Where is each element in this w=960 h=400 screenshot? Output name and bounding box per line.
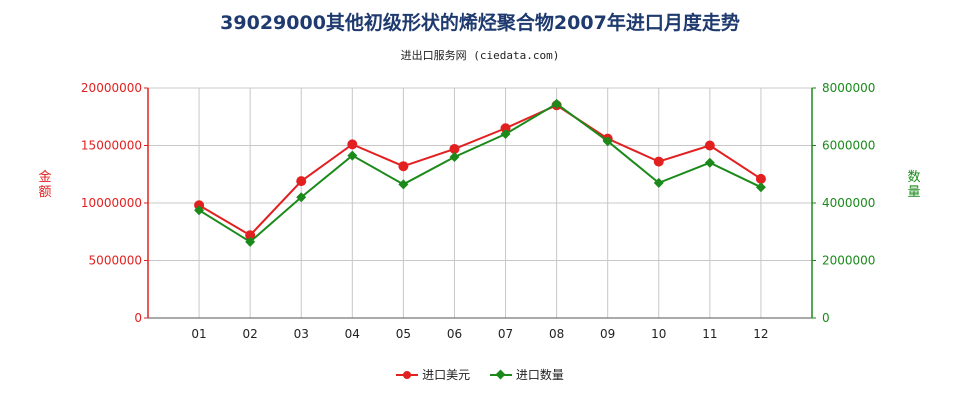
legend: 进口美元 进口数量 — [0, 366, 960, 383]
legend-label-quantity: 进口数量 — [515, 368, 564, 382]
x-tick-label: 01 — [191, 327, 206, 341]
point-quantity — [755, 182, 766, 193]
legend-item-quantity[interactable]: 进口数量 — [489, 366, 564, 383]
series-line-usd — [198, 104, 762, 237]
chart-title: 39029000其他初级形状的烯烃聚合物2007年进口月度走势 — [220, 12, 740, 34]
x-tick-label: 03 — [294, 327, 309, 341]
left-tick-label: 0 — [134, 311, 142, 325]
point-usd — [296, 176, 307, 187]
x-tick-label: 10 — [651, 327, 666, 341]
left-tick-label: 10000000 — [81, 196, 142, 210]
right-axis-label: 数量 — [907, 170, 921, 200]
point-usd — [755, 173, 766, 184]
right-tick-label: 4000000 — [822, 196, 875, 210]
point-usd — [500, 123, 511, 134]
point-quantity — [347, 150, 358, 161]
x-tick-label: 07 — [498, 327, 513, 341]
point-quantity — [398, 179, 409, 190]
point-usd — [347, 139, 358, 150]
point-quantity — [704, 157, 715, 168]
x-tick-label: 12 — [753, 327, 768, 341]
point-usd — [653, 156, 664, 167]
point-usd — [245, 230, 256, 241]
legend-item-usd[interactable]: 进口美元 — [396, 366, 470, 383]
point-usd — [704, 140, 715, 151]
left-tick-label: 15000000 — [81, 139, 142, 153]
series-line-quantity — [198, 102, 762, 244]
legend-swatch-quantity — [489, 369, 512, 380]
x-tick-label: 02 — [243, 327, 258, 341]
x-tick-label: 09 — [600, 327, 615, 341]
left-axis-label: 金额 — [38, 170, 52, 200]
point-usd — [398, 161, 409, 172]
point-usd — [449, 143, 460, 154]
point-quantity — [194, 205, 205, 216]
right-tick-label: 8000000 — [822, 81, 875, 95]
point-quantity — [602, 136, 613, 147]
x-tick-label: 04 — [345, 327, 360, 341]
point-quantity — [653, 177, 664, 188]
left-tick-label: 5000000 — [89, 254, 142, 268]
x-tick-label: 11 — [702, 327, 717, 341]
point-quantity — [551, 98, 562, 109]
right-tick-label: 0 — [822, 311, 830, 325]
point-quantity — [449, 152, 460, 162]
chart-subtitle: 进出口服务网 (ciedata.com) — [400, 49, 560, 62]
legend-swatch-usd — [396, 370, 419, 380]
x-tick-label: 08 — [549, 327, 564, 341]
right-tick-label: 2000000 — [822, 254, 875, 268]
x-tick-label: 05 — [396, 327, 411, 341]
x-tick-label: 06 — [447, 327, 462, 341]
legend-label-usd: 进口美元 — [422, 368, 471, 382]
point-quantity — [245, 236, 256, 247]
left-tick-label: 20000000 — [81, 81, 142, 95]
right-tick-label: 6000000 — [822, 139, 875, 153]
point-quantity — [296, 192, 307, 203]
point-quantity — [500, 129, 511, 139]
